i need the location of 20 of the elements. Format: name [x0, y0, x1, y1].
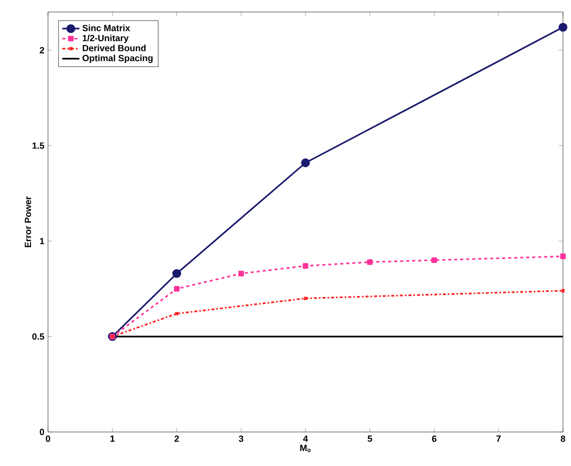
legend-label: Sinc Matrix [82, 24, 130, 32]
x-tick-label: 6 [432, 436, 436, 442]
y-axis-title: Error Power [24, 196, 32, 248]
x-tick-label: 4 [303, 436, 308, 442]
y-tick-label: 1.5 [32, 142, 44, 149]
x-tick-label: 8 [560, 436, 566, 442]
x-tick-label: 2 [174, 436, 179, 442]
y-tick-label: 2 [40, 47, 44, 54]
x-tick-label: 5 [368, 436, 372, 442]
x-tick-label: 0 [46, 436, 50, 442]
y-tick-label: 1 [40, 238, 44, 244]
y-tick-label: 0 [40, 428, 44, 436]
legend-label: 1/2-Unitary [82, 34, 129, 44]
legend-label: Derived Bound [82, 44, 146, 52]
legend-label: Optimal Spacing [82, 54, 153, 64]
x-tick-label: 7 [496, 436, 501, 442]
x-axis-title: M$_{o}$ [300, 444, 311, 452]
x-tick-label: 1 [110, 436, 115, 442]
x-tick-label: 3 [238, 436, 244, 442]
y-tick-label: 0.5 [32, 333, 44, 340]
